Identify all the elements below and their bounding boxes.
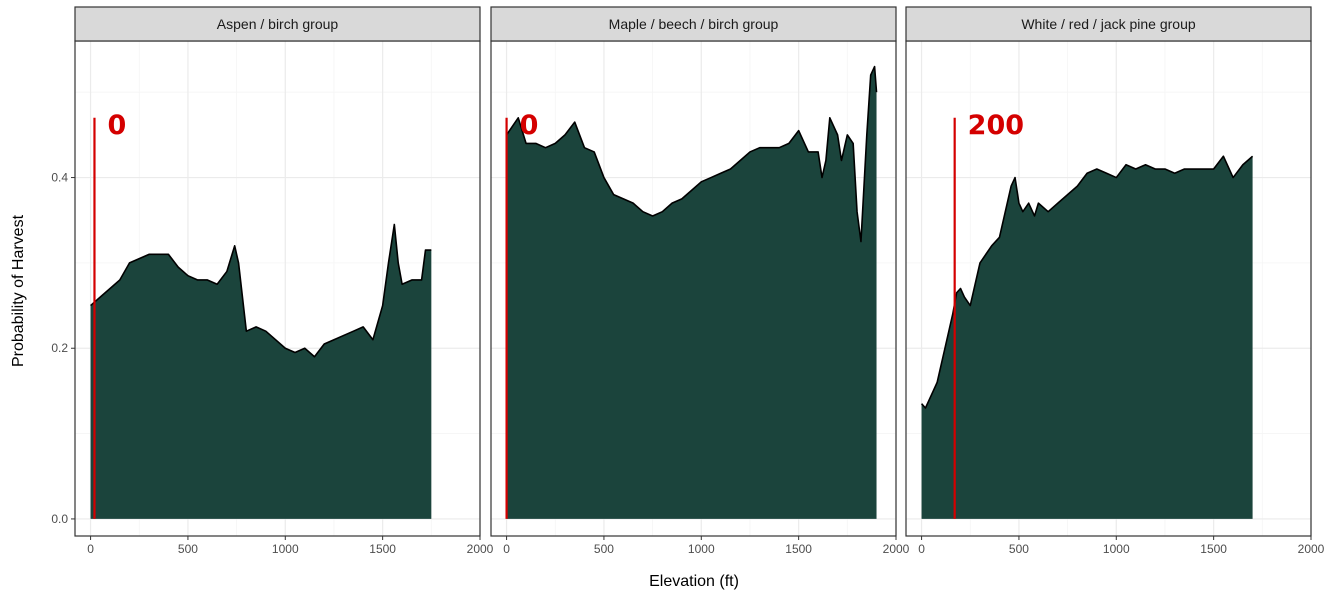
y-tick-label: 0.0	[51, 512, 68, 526]
area-series	[506, 66, 877, 519]
y-axis-title: Probability of Harvest	[10, 214, 27, 367]
x-tick-label: 2000	[1298, 542, 1325, 556]
x-tick-label: 1000	[1103, 542, 1130, 556]
area-series	[90, 224, 432, 519]
facet-strip	[490, 6, 897, 42]
x-tick-label: 500	[1009, 542, 1029, 556]
area-outline	[920, 155, 1254, 409]
facet-strip-label: Maple / beech / birch group	[609, 16, 779, 32]
facet-panel-2: 0 Maple / beech / birch group 0 500 1000 1500…	[490, 6, 910, 556]
y-tick-label: 0.4	[51, 171, 68, 185]
x-tick-label: 0	[87, 542, 94, 556]
x-tick-label: 2000	[883, 542, 910, 556]
annotation-label: 0	[107, 110, 126, 141]
annotation-label: 0	[520, 110, 539, 141]
facet-panel-3: 200 White / red / jack pine group 0 500 1000…	[905, 6, 1325, 556]
facet-strip	[905, 6, 1312, 42]
x-tick-label: 1500	[369, 542, 396, 556]
area-outline	[505, 65, 878, 243]
y-tick-label: 0.2	[51, 341, 68, 355]
x-tick-label: 0	[503, 542, 510, 556]
x-tick-label: 2000	[467, 542, 494, 556]
x-tick-label: 1000	[272, 542, 299, 556]
facet-panel-1: 0 Aspen / birch group 0 500 1000 1500 2000 0.0 0…	[51, 6, 494, 556]
facet-strip	[74, 6, 481, 42]
area-series	[921, 156, 1253, 519]
x-tick-label: 1000	[688, 542, 715, 556]
annotation-label: 200	[968, 110, 1024, 141]
facet-strip-label: White / red / jack pine group	[1021, 16, 1196, 32]
x-tick-label: 500	[594, 542, 614, 556]
area-outline	[90, 223, 432, 358]
x-tick-label: 0	[918, 542, 925, 556]
facet-strip-label: Aspen / birch group	[217, 16, 339, 32]
x-axis-title: Elevation (ft)	[649, 573, 739, 590]
x-tick-label: 1500	[1200, 542, 1227, 556]
x-tick-label: 1500	[785, 542, 812, 556]
x-tick-label: 500	[178, 542, 198, 556]
